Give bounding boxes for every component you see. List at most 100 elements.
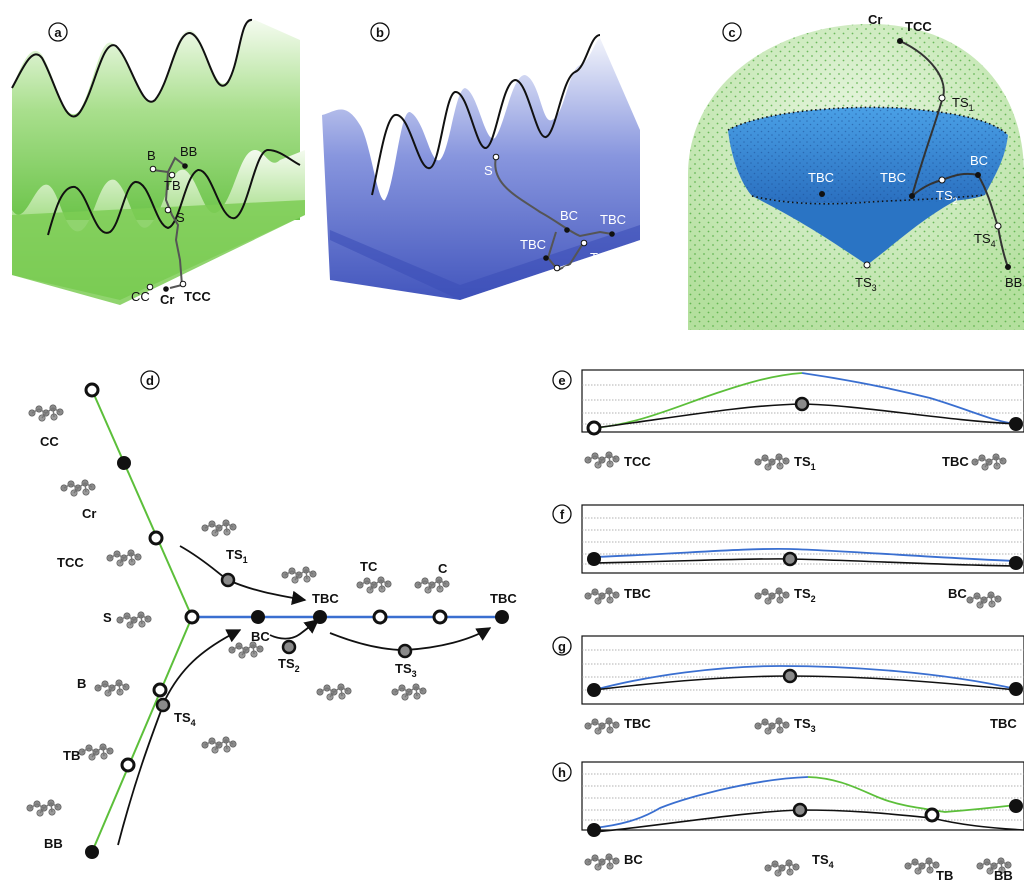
point-c-bb <box>1005 264 1011 270</box>
arrow-ts4 <box>117 629 242 846</box>
label-f-mid: TS2 <box>794 586 816 604</box>
label-h-tb: TB <box>936 868 953 883</box>
curve-f-blue <box>593 547 1017 562</box>
blue-cone <box>752 196 960 265</box>
molecule-f-mid <box>754 587 790 605</box>
label-a-s: S <box>176 210 185 225</box>
molecule-h-left <box>584 853 620 871</box>
molecule-d-c <box>414 576 450 594</box>
label-d-tbc: TBC <box>312 591 339 606</box>
landscape-b <box>322 38 640 300</box>
node-d-ts1 <box>220 572 236 588</box>
point-c-ts1 <box>938 94 946 102</box>
molecule-e-mid <box>754 453 790 471</box>
node-d-s <box>184 609 200 625</box>
panel-b: S BC TBC TBC C TC b <box>322 22 640 300</box>
panel-g: TBC TS3 TBC g <box>552 635 1024 735</box>
label-c-cr: Cr <box>868 12 882 27</box>
node-d-ts3 <box>397 643 413 659</box>
label-c-ts2: TS2 <box>936 188 958 206</box>
point-a-s <box>164 206 172 214</box>
label-d-ts2: TS2 <box>278 656 300 674</box>
molecule-d-cc <box>28 404 64 422</box>
plot-h-frame <box>581 761 1024 831</box>
point-a-tb <box>168 171 176 179</box>
point-a-bb <box>182 163 188 169</box>
label-g-right: TBC <box>990 716 1017 731</box>
label-b-tc: TC <box>590 250 607 265</box>
label-d-cc: CC <box>40 434 59 449</box>
label-d-ts4: TS4 <box>174 710 196 728</box>
label-d-bb: BB <box>44 836 63 851</box>
label-a-tb: TB <box>164 178 181 193</box>
label-c-tcc: TCC <box>905 19 932 34</box>
label-c-ts4: TS4 <box>974 231 996 249</box>
panel-b-letter: b <box>376 25 384 40</box>
curve-e-green <box>593 372 803 429</box>
molecule-e-left <box>584 451 620 469</box>
label-a-bb: BB <box>180 144 197 159</box>
panel-f: TBC TS2 BC f <box>552 504 1024 609</box>
panel-a-letter: a <box>54 25 62 40</box>
label-d-ts3: TS3 <box>395 661 417 679</box>
node-d-tcc <box>148 530 164 546</box>
point-b-s <box>492 153 500 161</box>
molecule-g-mid <box>754 717 790 735</box>
molecule-d-tc <box>356 576 392 594</box>
node-d-tb <box>120 757 136 773</box>
node-d-c <box>432 609 448 625</box>
point-a-tcc <box>179 280 187 288</box>
point-c-ts4 <box>994 222 1002 230</box>
label-d-tc: TC <box>360 559 378 574</box>
panel-c-badge <box>722 22 742 42</box>
molecule-d-cr <box>60 479 96 497</box>
molecule-d-s <box>116 611 152 629</box>
molecule-d-ts2 <box>316 683 352 701</box>
label-f-right: BC <box>948 586 967 601</box>
label-c-tbc-left: TBC <box>808 170 834 185</box>
panel-g-letter: g <box>558 639 566 654</box>
plot-f-frame <box>581 504 1024 574</box>
label-h-right: BB <box>994 868 1013 883</box>
marker-h-tb <box>924 807 940 823</box>
marker-f-mid <box>782 551 798 567</box>
panel-f-badge <box>552 504 572 524</box>
label-c-bc: BC <box>970 153 988 168</box>
panel-e: TCC TS1 TBC e <box>552 369 1024 472</box>
panel-d-letter: d <box>146 373 154 388</box>
point-c-ts2 <box>938 176 946 184</box>
molecule-d-tb <box>78 743 114 761</box>
marker-h-left <box>587 823 601 837</box>
label-d-tcc: TCC <box>57 555 84 570</box>
molecule-d-bb <box>26 799 62 817</box>
arrow-ts2 <box>269 619 320 640</box>
node-d-ts2 <box>281 639 297 655</box>
label-c-ts3: TS3 <box>855 275 877 293</box>
molecule-d-ts3 <box>391 683 427 701</box>
curve-e-blue <box>801 372 1017 425</box>
node-d-bc <box>251 610 265 624</box>
node-d-tc <box>372 609 388 625</box>
point-c-tbc-left <box>819 191 825 197</box>
cap-lower-rim <box>751 194 986 205</box>
label-e-right: TBC <box>942 454 969 469</box>
label-c-tbc-mid: TBC <box>880 170 906 185</box>
landscape-a-base <box>12 200 305 305</box>
label-b-tbc-left: TBC <box>520 237 546 252</box>
label-e-mid: TS1 <box>794 454 816 472</box>
point-b-tbc-right <box>609 231 615 237</box>
marker-f-right <box>1009 556 1023 570</box>
label-a-cr: Cr <box>160 292 174 307</box>
node-d-ts4 <box>155 697 171 713</box>
marker-e-mid <box>794 396 810 412</box>
point-a-cc <box>146 283 154 291</box>
ridge-line-a-bottom <box>47 148 301 236</box>
node-d-bb <box>85 845 99 859</box>
marker-g-mid <box>782 668 798 684</box>
curve-g-blue <box>593 665 1017 691</box>
point-b-tbc-left <box>543 255 549 261</box>
curve-h-blue <box>593 776 809 829</box>
label-b-c: C <box>562 263 571 278</box>
point-b-bc <box>564 227 570 233</box>
landscape-a-back <box>12 20 300 220</box>
